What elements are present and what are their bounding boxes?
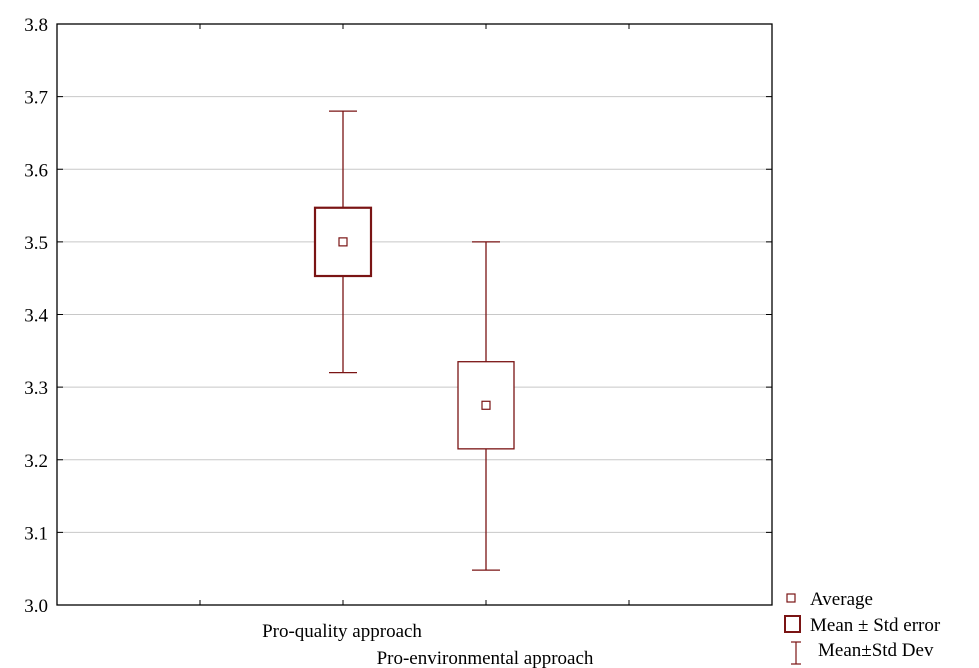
legend-std-error-icon [784,615,801,633]
y-tick-label-6: 3.6 [24,160,48,181]
se-box-0 [313,206,373,278]
y-tick-label-1: 3.1 [24,523,48,544]
y-tick-label-0: 3.0 [24,596,48,617]
se-box-1 [457,361,515,450]
axis-ticks: 3.0 3.1 3.2 3.3 3.4 3.5 3.6 3.7 3.8 [24,15,772,617]
mean-point-0 [338,237,348,247]
legend-average-icon [786,593,796,603]
y-tick-label-2: 3.2 [24,451,48,472]
legend-std-dev-icon [791,641,801,665]
legend-std-dev-label: Mean±Std Dev [818,640,934,661]
legend: Average Mean ± Std error Mean±Std Dev [784,589,941,665]
legend-average-label: Average [810,589,873,610]
y-tick-label-4: 3.4 [24,306,48,327]
y-tick-label-8: 3.8 [24,15,48,36]
mean-point-1 [481,400,491,410]
box-1 [457,241,515,571]
y-tick-label-7: 3.7 [24,88,48,109]
legend-std-error-label: Mean ± Std error [810,615,941,636]
gridlines [57,96,772,533]
data-marks [313,110,515,571]
y-tick-label-5: 3.5 [24,233,48,254]
y-tick-label-3: 3.3 [24,378,48,399]
box-0 [313,110,373,374]
x-tick-label-1: Pro-environmental approach [377,648,594,668]
x-tick-label-0: Pro-quality approach [262,621,422,642]
